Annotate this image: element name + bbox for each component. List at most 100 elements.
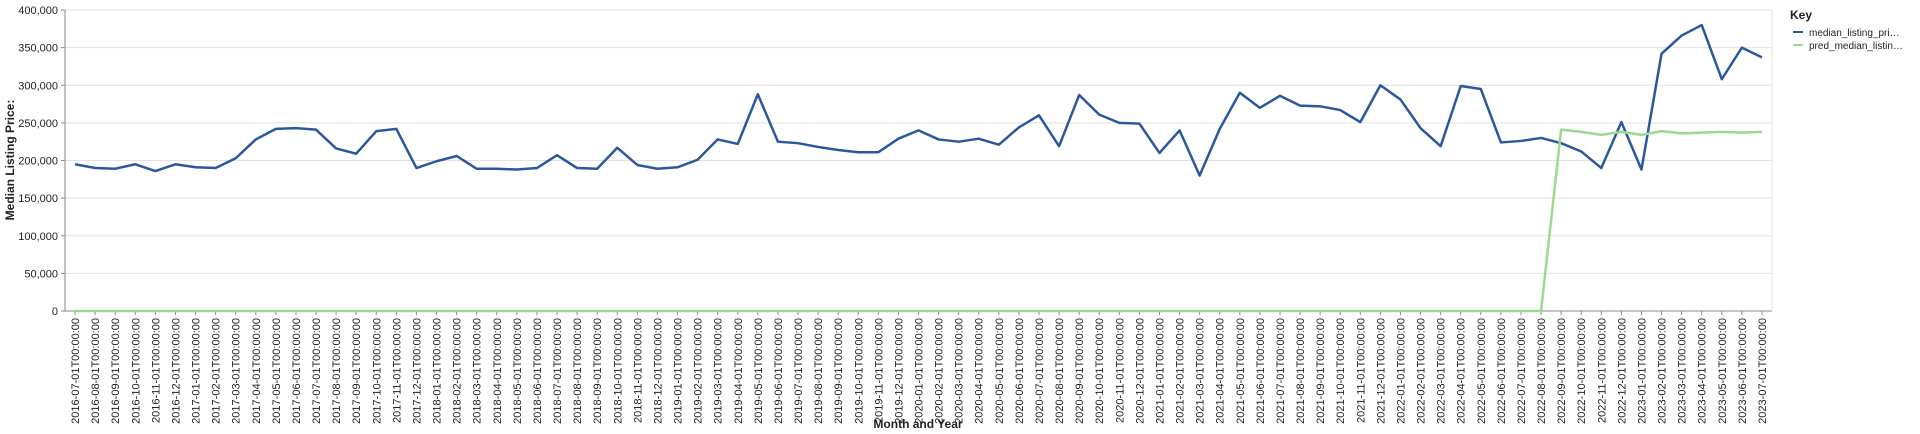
y-tick-label: 200,000 [18, 156, 58, 168]
x-tick-label: 2018-12-01T00:00:00 [652, 318, 664, 424]
x-tick-label: 2020-03-01T00:00:00 [954, 318, 966, 424]
x-tick-label: 2023-03-01T00:00:00 [1677, 318, 1689, 424]
x-tick-label: 2022-03-01T00:00:00 [1436, 318, 1448, 424]
x-tick-label: 2023-06-01T00:00:00 [1737, 318, 1749, 424]
y-axis-title: Median Listing Price: [3, 100, 17, 221]
legend-title: Key [1790, 8, 1812, 22]
x-tick-label: 2022-08-01T00:00:00 [1536, 318, 1548, 424]
x-tick-label: 2016-08-01T00:00:00 [90, 318, 102, 424]
x-tick-label: 2016-07-01T00:00:00 [70, 318, 82, 424]
x-tick-label: 2021-06-01T00:00:00 [1255, 318, 1267, 424]
x-tick-label: 2022-11-01T00:00:00 [1596, 318, 1608, 423]
x-tick-label: 2017-03-01T00:00:00 [231, 318, 243, 424]
x-tick-label: 2022-06-01T00:00:00 [1496, 318, 1508, 424]
x-tick-label: 2021-02-01T00:00:00 [1175, 318, 1187, 424]
x-tick-label: 2017-10-01T00:00:00 [371, 318, 383, 424]
x-tick-label: 2020-08-01T00:00:00 [1054, 318, 1066, 424]
y-tick-label: 300,000 [18, 80, 58, 92]
x-tick-label: 2019-09-01T00:00:00 [833, 318, 845, 424]
x-tick-label: 2016-09-01T00:00:00 [110, 318, 122, 424]
x-tick-label: 2018-03-01T00:00:00 [472, 318, 484, 424]
x-tick-label: 2021-01-01T00:00:00 [1154, 318, 1166, 424]
series-line [75, 128, 1763, 313]
x-tick-label: 2019-06-01T00:00:00 [773, 318, 785, 424]
x-tick-label: 2019-10-01T00:00:00 [853, 318, 865, 424]
x-tick-label: 2018-07-01T00:00:00 [552, 318, 564, 424]
x-tick-label: 2020-07-01T00:00:00 [1034, 318, 1046, 424]
x-tick-label: 2022-02-01T00:00:00 [1416, 318, 1428, 424]
x-tick-label: 2020-05-01T00:00:00 [994, 318, 1006, 424]
x-tick-label: 2017-07-01T00:00:00 [311, 318, 323, 424]
x-tick-label: 2018-01-01T00:00:00 [432, 318, 444, 424]
x-tick-label: 2022-09-01T00:00:00 [1556, 318, 1568, 424]
x-tick-label: 2016-12-01T00:00:00 [170, 318, 182, 424]
x-tick-label: 2018-09-01T00:00:00 [592, 318, 604, 424]
x-tick-label: 2020-01-01T00:00:00 [914, 318, 926, 424]
x-tick-label: 2016-10-01T00:00:00 [130, 318, 142, 424]
legend-label: pred_median_listin… [1809, 41, 1903, 52]
x-tick-label: 2020-12-01T00:00:00 [1134, 318, 1146, 424]
x-tick-label: 2018-08-01T00:00:00 [572, 318, 584, 424]
x-tick-label: 2018-05-01T00:00:00 [512, 318, 524, 424]
x-tick-label: 2017-05-01T00:00:00 [271, 318, 283, 424]
x-tick-label: 2019-05-01T00:00:00 [753, 318, 765, 424]
x-tick-label: 2017-01-01T00:00:00 [191, 318, 203, 424]
x-axis-title: Month and Year [873, 417, 962, 431]
x-tick-label: 2017-08-01T00:00:00 [331, 318, 343, 424]
y-tick-label: 0 [52, 306, 58, 318]
x-tick-label: 2021-07-01T00:00:00 [1275, 318, 1287, 424]
x-tick-label: 2017-12-01T00:00:00 [411, 318, 423, 424]
x-tick-label: 2021-11-01T00:00:00 [1355, 318, 1367, 423]
x-tick-label: 2018-02-01T00:00:00 [452, 318, 464, 424]
y-tick-label: 100,000 [18, 231, 58, 243]
x-tick-label: 2021-04-01T00:00:00 [1215, 318, 1227, 424]
x-tick-label: 2022-10-01T00:00:00 [1576, 318, 1588, 424]
x-tick-label: 2020-02-01T00:00:00 [934, 318, 946, 424]
x-tick-label: 2023-04-01T00:00:00 [1697, 318, 1709, 424]
x-tick-label: 2017-02-01T00:00:00 [211, 318, 223, 424]
x-tick-label: 2017-11-01T00:00:00 [391, 318, 403, 423]
x-tick-label: 2020-04-01T00:00:00 [974, 318, 986, 424]
x-tick-label: 2021-03-01T00:00:00 [1195, 318, 1207, 424]
x-tick-label: 2021-10-01T00:00:00 [1335, 318, 1347, 424]
y-tick-label: 50,000 [24, 268, 58, 280]
y-tick-label: 150,000 [18, 193, 58, 205]
x-tick-label: 2023-01-01T00:00:00 [1636, 318, 1648, 424]
x-tick-label: 2016-11-01T00:00:00 [150, 318, 162, 423]
x-tick-label: 2022-12-01T00:00:00 [1616, 318, 1628, 424]
x-tick-label: 2017-04-01T00:00:00 [251, 318, 263, 424]
x-tick-label: 2020-10-01T00:00:00 [1094, 318, 1106, 424]
x-tick-label: 2019-03-01T00:00:00 [713, 318, 725, 424]
x-tick-label: 2019-11-01T00:00:00 [873, 318, 885, 423]
x-tick-label: 2022-04-01T00:00:00 [1456, 318, 1468, 424]
x-tick-label: 2023-02-01T00:00:00 [1657, 318, 1669, 424]
y-tick-label: 250,000 [18, 118, 58, 130]
x-tick-label: 2022-07-01T00:00:00 [1516, 318, 1528, 424]
x-tick-label: 2019-02-01T00:00:00 [693, 318, 705, 424]
x-tick-label: 2018-04-01T00:00:00 [492, 318, 504, 424]
x-tick-label: 2020-06-01T00:00:00 [1014, 318, 1026, 424]
x-tick-label: 2022-01-01T00:00:00 [1395, 318, 1407, 424]
x-tick-label: 2022-05-01T00:00:00 [1476, 318, 1488, 424]
x-tick-label: 2018-06-01T00:00:00 [532, 318, 544, 424]
x-tick-label: 2021-09-01T00:00:00 [1315, 318, 1327, 424]
x-tick-label: 2021-08-01T00:00:00 [1295, 318, 1307, 424]
x-tick-label: 2019-12-01T00:00:00 [893, 318, 905, 424]
y-tick-label: 400,000 [18, 5, 58, 17]
x-tick-label: 2019-07-01T00:00:00 [793, 318, 805, 424]
series-line [74, 23, 1763, 177]
x-tick-label: 2019-01-01T00:00:00 [673, 318, 685, 424]
x-tick-label: 2017-06-01T00:00:00 [291, 318, 303, 424]
x-tick-label: 2021-05-01T00:00:00 [1235, 318, 1247, 424]
x-tick-label: 2023-07-01T00:00:00 [1757, 318, 1769, 424]
x-tick-label: 2019-04-01T00:00:00 [733, 318, 745, 424]
y-tick-label: 350,000 [18, 43, 58, 55]
x-tick-label: 2018-11-01T00:00:00 [632, 318, 644, 423]
x-tick-label: 2021-12-01T00:00:00 [1375, 318, 1387, 424]
x-tick-label: 2018-10-01T00:00:00 [612, 318, 624, 424]
x-tick-label: 2019-08-01T00:00:00 [813, 318, 825, 424]
x-tick-label: 2020-11-01T00:00:00 [1114, 318, 1126, 423]
x-tick-label: 2017-09-01T00:00:00 [351, 318, 363, 424]
x-tick-label: 2020-09-01T00:00:00 [1074, 318, 1086, 424]
